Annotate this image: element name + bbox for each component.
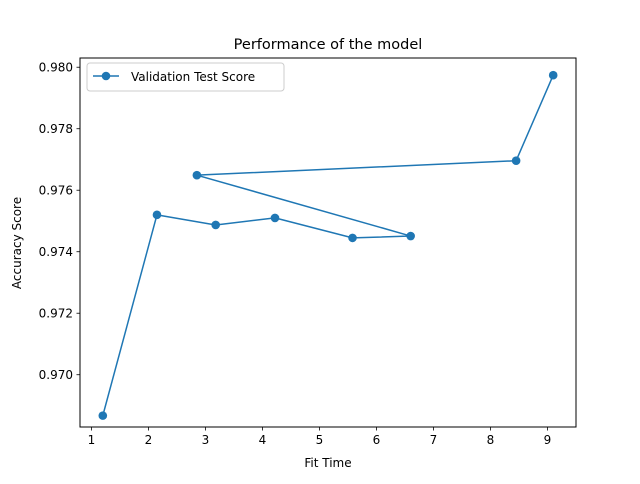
y-tick-label: 0.972	[39, 307, 73, 321]
data-point	[211, 220, 220, 230]
y-tick-label: 0.976	[39, 184, 73, 198]
legend-box	[86, 62, 285, 92]
x-tick-label: 3	[202, 433, 210, 447]
x-tick-label: 2	[145, 433, 153, 447]
y-tick-label: 0.970	[39, 368, 73, 382]
data-point	[511, 156, 521, 166]
x-tick-label: 8	[487, 433, 495, 447]
y-axis-label: Accuracy Score	[10, 197, 24, 289]
data-point	[348, 233, 357, 243]
plot-frame	[79, 57, 577, 428]
x-tick-label: 9	[544, 433, 552, 447]
series-line	[102, 74, 554, 416]
y-tick-label: 0.974	[39, 245, 73, 259]
x-axis-label: Fit Time	[304, 456, 351, 470]
legend-entry-label: Validation Test Score	[131, 70, 255, 84]
data-point	[192, 170, 202, 180]
data-point	[270, 213, 280, 223]
data-point	[406, 231, 415, 241]
chart-title: Performance of the model	[234, 37, 423, 53]
data-point	[548, 70, 558, 80]
y-tick-label: 0.978	[39, 122, 73, 136]
data-point	[152, 210, 162, 220]
x-tick-label: 1	[88, 433, 96, 447]
x-tick-label: 7	[430, 433, 438, 447]
legend: Validation Test Score	[86, 62, 285, 92]
x-tick-label: 5	[316, 433, 324, 447]
x-tick-label: 4	[259, 433, 267, 447]
x-tick-label: 6	[373, 433, 381, 447]
data-point	[98, 411, 108, 420]
y-tick-label: 0.980	[39, 61, 73, 75]
legend-marker-swatch	[101, 71, 111, 81]
